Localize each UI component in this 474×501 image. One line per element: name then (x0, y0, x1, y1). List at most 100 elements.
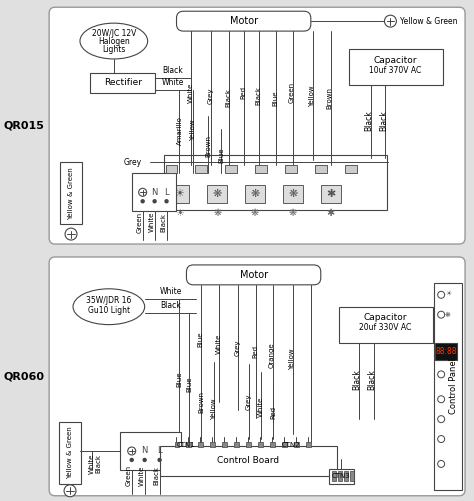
Bar (170, 185, 190, 203)
Ellipse shape (438, 371, 445, 378)
Text: Control Board: Control Board (217, 456, 279, 465)
Ellipse shape (438, 311, 445, 318)
Bar (270, 442, 275, 447)
Bar (186, 442, 191, 447)
Text: Blue: Blue (186, 377, 192, 392)
Bar (165, 165, 177, 173)
Ellipse shape (64, 485, 76, 497)
Bar (315, 165, 327, 173)
Text: White: White (149, 212, 155, 232)
Bar (60, 162, 82, 224)
Text: 20W/JC 12V: 20W/JC 12V (91, 29, 136, 38)
Text: Red: Red (240, 86, 246, 99)
Bar (337, 471, 342, 481)
Bar (349, 49, 443, 85)
Ellipse shape (73, 289, 145, 325)
Bar (350, 471, 354, 481)
Text: Brown: Brown (198, 391, 204, 413)
Text: CTN2: CTN2 (282, 442, 300, 448)
Text: Green: Green (126, 465, 132, 486)
Text: Yellow: Yellow (289, 349, 295, 370)
Bar (174, 442, 180, 447)
Circle shape (143, 458, 146, 461)
Bar (332, 471, 336, 481)
Text: Black: Black (255, 86, 261, 105)
Text: Brown: Brown (327, 87, 333, 109)
Text: Grey: Grey (246, 394, 252, 410)
Bar (90, 73, 155, 93)
Text: Black: Black (353, 369, 362, 390)
Text: Yellow: Yellow (191, 120, 196, 141)
Text: L: L (164, 188, 169, 197)
Text: Grey: Grey (124, 158, 142, 167)
Text: CTN3: CTN3 (331, 473, 350, 479)
Text: L: L (157, 446, 162, 455)
Text: ☀: ☀ (174, 189, 184, 199)
Text: 20uf 330V AC: 20uf 330V AC (359, 323, 411, 332)
Bar (132, 173, 176, 211)
Text: 10uf 370V AC: 10uf 370V AC (369, 67, 421, 76)
Text: Grey: Grey (234, 339, 240, 356)
Text: Black: Black (161, 212, 166, 231)
Bar (329, 469, 354, 484)
FancyBboxPatch shape (176, 11, 311, 31)
Text: Yellow & Green: Yellow & Green (67, 427, 73, 479)
Text: White: White (161, 78, 184, 87)
Ellipse shape (438, 460, 445, 467)
Text: Yellow: Yellow (309, 85, 315, 107)
Text: ✱: ✱ (327, 208, 335, 218)
Ellipse shape (65, 228, 77, 240)
Text: Control Panel: Control Panel (448, 358, 457, 414)
Ellipse shape (438, 291, 445, 298)
Text: Black: Black (96, 454, 102, 473)
Text: Yellow & Green: Yellow & Green (401, 17, 458, 26)
Text: Green: Green (137, 211, 143, 232)
Text: Grey: Grey (207, 88, 213, 104)
Text: N: N (151, 188, 158, 197)
Bar (282, 442, 287, 447)
FancyBboxPatch shape (49, 257, 465, 496)
Ellipse shape (384, 15, 396, 27)
Circle shape (130, 458, 133, 461)
Bar (339, 307, 433, 343)
Text: ✱: ✱ (326, 189, 336, 199)
Text: White: White (258, 397, 264, 417)
Bar (164, 155, 387, 210)
Text: Blue: Blue (176, 372, 182, 387)
Circle shape (165, 200, 168, 203)
Text: Black: Black (162, 66, 183, 75)
Text: Red: Red (270, 406, 276, 419)
Bar (285, 165, 297, 173)
Text: QR060: QR060 (4, 371, 45, 381)
Bar (294, 442, 299, 447)
Text: Black: Black (367, 369, 376, 390)
Text: White: White (187, 83, 193, 103)
Text: Black: Black (365, 110, 374, 131)
Text: White: White (139, 465, 145, 486)
Text: Black: Black (379, 110, 388, 131)
Text: Halogen: Halogen (98, 37, 130, 46)
Bar (321, 185, 341, 203)
Text: Red: Red (252, 345, 258, 358)
FancyBboxPatch shape (186, 265, 321, 285)
Text: Amarillo: Amarillo (176, 116, 182, 145)
Text: Blue: Blue (218, 148, 224, 163)
Bar (245, 185, 265, 203)
Bar (59, 422, 81, 484)
Text: ❋: ❋ (213, 208, 221, 218)
Bar (345, 165, 356, 173)
Bar (195, 165, 207, 173)
Text: Green: Green (289, 82, 295, 103)
Text: ❋: ❋ (213, 189, 222, 199)
Bar (120, 432, 182, 470)
Bar (234, 442, 239, 447)
Bar (283, 185, 303, 203)
Text: White: White (89, 454, 95, 474)
Text: 88:88: 88:88 (436, 347, 457, 356)
Circle shape (141, 200, 144, 203)
Bar (246, 442, 251, 447)
Text: Blue: Blue (197, 332, 203, 347)
Bar (255, 165, 267, 173)
Text: CTN1: CTN1 (177, 442, 196, 448)
Bar (199, 442, 203, 447)
